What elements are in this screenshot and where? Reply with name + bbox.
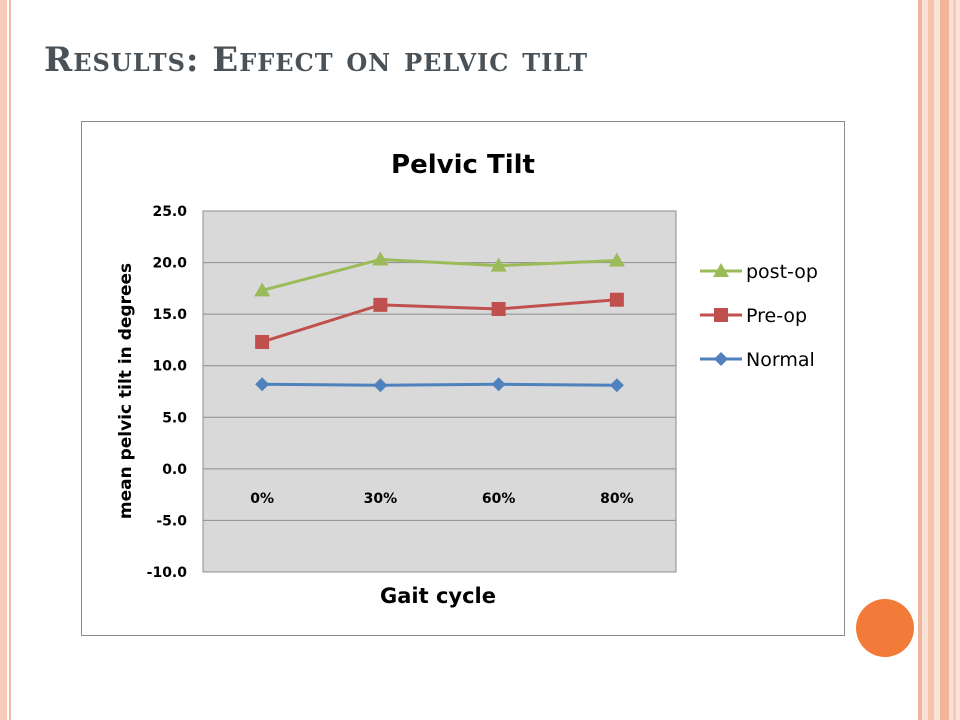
chart-frame: 25.0 20.0 15.0 10.0 5.0 0.0 -5.0 -10.0 0% 30% 60%… bbox=[81, 121, 845, 636]
data-point-normal bbox=[373, 378, 388, 393]
left-accent-bar bbox=[0, 0, 7, 720]
series-line-normal bbox=[262, 382, 617, 387]
y-tick-label: 0.0 bbox=[162, 462, 187, 478]
right-decorative-band bbox=[918, 0, 960, 720]
legend-marker-pre-op bbox=[714, 308, 728, 322]
x-tick-label: 60% bbox=[482, 491, 516, 507]
data-point-post-op bbox=[490, 257, 507, 272]
left-accent-line bbox=[9, 0, 11, 720]
x-axis-label: Gait cycle bbox=[380, 584, 496, 608]
x-tick-label: 0% bbox=[250, 491, 274, 507]
y-axis-label: mean pelvic tilt in degrees bbox=[116, 263, 136, 519]
slide-title: Results: Effect on pelvic tilt bbox=[44, 40, 589, 80]
series-line-post-op bbox=[261, 257, 617, 292]
x-tick-label: 30% bbox=[364, 491, 398, 507]
data-point-pre-op bbox=[609, 292, 624, 307]
legend-label-post-op: post-op bbox=[746, 261, 818, 283]
data-point-pre-op bbox=[373, 297, 388, 312]
y-tick-label: 5.0 bbox=[162, 410, 187, 426]
data-point-pre-op bbox=[255, 334, 270, 349]
data-point-post-op bbox=[254, 282, 271, 297]
plot-area bbox=[202, 210, 677, 573]
data-point-normal bbox=[491, 377, 506, 392]
x-tick-label: 80% bbox=[600, 491, 634, 507]
y-tick-label: -5.0 bbox=[156, 513, 187, 529]
decorative-orange-circle bbox=[856, 599, 914, 657]
line-chart: 25.0 20.0 15.0 10.0 5.0 0.0 -5.0 -10.0 0% 30% 60%… bbox=[116, 150, 818, 608]
data-point-normal bbox=[255, 377, 270, 392]
data-point-normal bbox=[609, 378, 624, 393]
series-line-pre-op bbox=[261, 298, 617, 344]
y-tick-label: 15.0 bbox=[152, 307, 187, 323]
y-tick-label: 20.0 bbox=[152, 256, 187, 272]
legend-label-normal: Normal bbox=[746, 349, 815, 371]
legend-marker-post-op bbox=[713, 263, 729, 277]
legend-marker-normal bbox=[714, 352, 728, 366]
legend-label-pre-op: Pre-op bbox=[746, 305, 807, 327]
data-point-post-op bbox=[608, 252, 625, 267]
chart-title: Pelvic Tilt bbox=[391, 150, 535, 180]
data-point-post-op bbox=[372, 251, 389, 266]
y-tick-label: 25.0 bbox=[152, 204, 187, 220]
y-tick-label: 10.0 bbox=[152, 359, 187, 375]
data-point-pre-op bbox=[491, 301, 506, 316]
y-tick-label: -10.0 bbox=[147, 565, 188, 581]
